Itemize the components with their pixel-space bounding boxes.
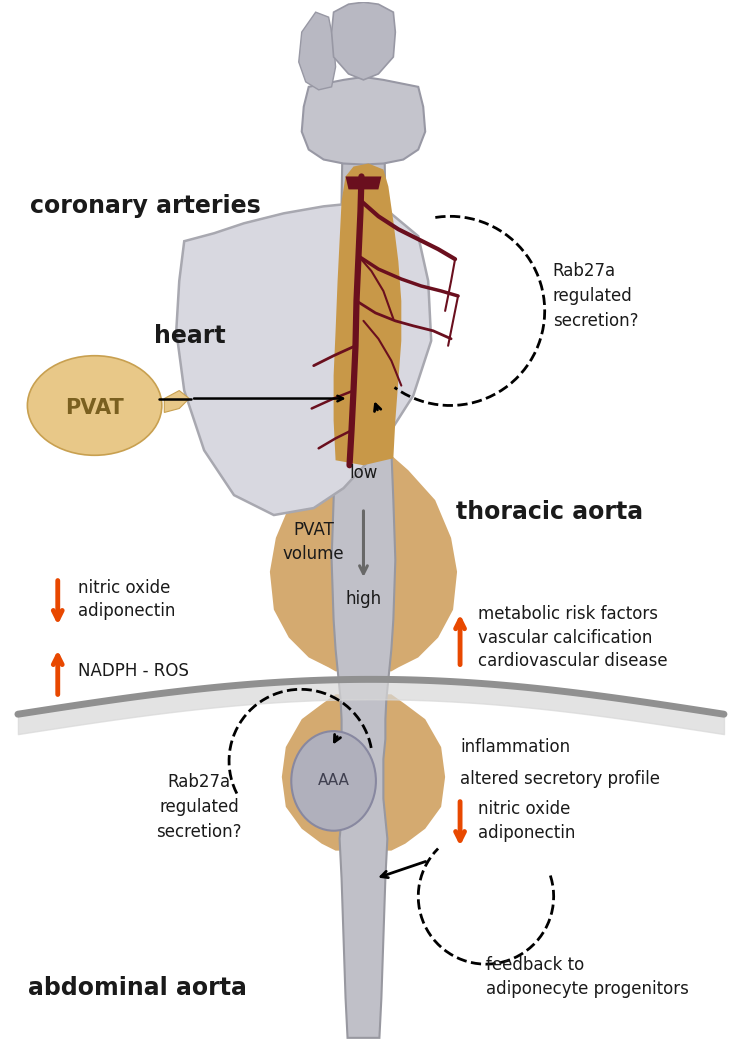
Text: AAA: AAA bbox=[317, 774, 349, 789]
Text: nitric oxide
adiponectin: nitric oxide adiponectin bbox=[478, 800, 575, 841]
Text: metabolic risk factors
vascular calcification
cardiovascular disease: metabolic risk factors vascular calcific… bbox=[478, 605, 668, 670]
Text: NADPH - ROS: NADPH - ROS bbox=[77, 663, 188, 680]
Ellipse shape bbox=[291, 731, 376, 831]
Text: Rab27a
regulated
secretion?: Rab27a regulated secretion? bbox=[553, 261, 638, 330]
Text: abdominal aorta: abdominal aorta bbox=[28, 976, 247, 1000]
Text: coronary arteries: coronary arteries bbox=[30, 194, 261, 218]
Text: high: high bbox=[346, 590, 381, 608]
Polygon shape bbox=[270, 456, 457, 671]
Text: inflammation: inflammation bbox=[460, 738, 570, 756]
Text: Rab27a
regulated
secretion?: Rab27a regulated secretion? bbox=[156, 773, 242, 841]
Polygon shape bbox=[165, 391, 189, 413]
Polygon shape bbox=[346, 176, 381, 189]
Text: altered secretory profile: altered secretory profile bbox=[460, 770, 660, 788]
Text: low: low bbox=[349, 464, 378, 482]
Polygon shape bbox=[391, 456, 453, 670]
Text: heart: heart bbox=[154, 323, 226, 348]
Text: feedback to
adiponecyte progenitors: feedback to adiponecyte progenitors bbox=[486, 957, 689, 998]
Text: nitric oxide
adiponectin: nitric oxide adiponectin bbox=[77, 579, 175, 621]
Polygon shape bbox=[274, 456, 335, 670]
Ellipse shape bbox=[28, 356, 162, 456]
Text: PVAT: PVAT bbox=[66, 399, 124, 419]
Polygon shape bbox=[332, 2, 396, 80]
Polygon shape bbox=[177, 204, 431, 516]
Text: thoracic aorta: thoracic aorta bbox=[456, 500, 643, 524]
Polygon shape bbox=[334, 164, 402, 465]
Text: PVAT
volume: PVAT volume bbox=[283, 521, 344, 563]
Polygon shape bbox=[299, 13, 335, 90]
Polygon shape bbox=[282, 694, 445, 851]
Polygon shape bbox=[332, 82, 396, 1037]
Polygon shape bbox=[302, 77, 425, 165]
